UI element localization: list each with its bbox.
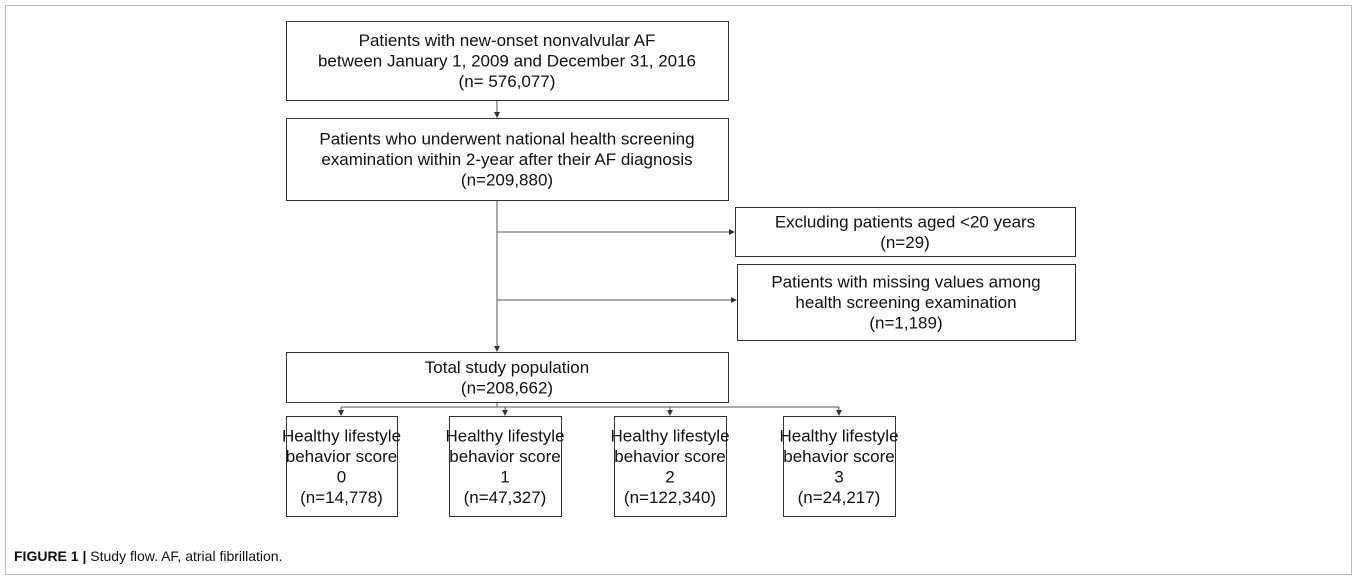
box-text: examination within 2-year after their AF… <box>321 150 692 169</box>
flow-box: Patients who underwent national health s… <box>286 118 729 201</box>
box-text: (n=122,340) <box>624 488 716 507</box>
box <box>286 21 729 101</box>
box-text: Healthy lifestyle <box>779 426 898 445</box>
box-text: behavior score <box>614 447 726 466</box>
box <box>449 416 562 517</box>
box-text: Patients with missing values among <box>771 273 1040 292</box>
connectors <box>338 100 842 416</box>
box-text: Patients who underwent national health s… <box>319 130 694 149</box>
box-text: 0 <box>337 467 346 486</box>
box <box>737 264 1076 341</box>
box-text: (n=209,880) <box>461 171 553 190</box>
box-text: 3 <box>834 467 843 486</box>
flow-box: Excluding patients aged <20 years (n=29) <box>735 207 1076 257</box>
caption: FIGURE 1 | Study flow. AF, atrial fibril… <box>14 548 282 564</box>
box-text: (n=29) <box>880 233 930 252</box>
box-text: Total study population <box>425 358 589 377</box>
box <box>735 207 1076 257</box>
box-text: Patients with new-onset nonvalvular AF <box>359 31 656 50</box>
flow-box: Total study population(n=208,662) <box>286 352 729 403</box>
box-text: behavior score <box>286 447 398 466</box>
box-text: Excluding patients aged <20 years <box>775 212 1035 231</box>
caption-text: Study flow. AF, atrial fibrillation. <box>90 548 282 564</box>
box <box>783 416 896 517</box>
box-text: (n= 576,077) <box>459 72 556 91</box>
box-text: (n=47,327) <box>464 488 547 507</box>
flow-box: Patients with new-onset nonvalvular AF be… <box>286 21 729 101</box>
box <box>286 416 398 517</box>
box-text: 2 <box>665 467 674 486</box>
box-text: 1 <box>500 467 509 486</box>
box-text: (n=14,778) <box>300 488 383 507</box>
box-text: behavior score <box>449 447 561 466</box>
box-text: Healthy lifestyle <box>282 426 401 445</box>
box <box>286 118 729 201</box>
box-text: Healthy lifestyle <box>445 426 564 445</box>
box-text: (n=24,217) <box>798 488 881 507</box>
box-text: behavior score <box>783 447 895 466</box>
box-text: Healthy lifestyle <box>610 426 729 445</box>
box <box>614 416 727 517</box>
caption-label: FIGURE 1 | <box>14 548 86 564</box>
box-text: between January 1, 2009 and December 31,… <box>318 52 696 71</box>
frame <box>5 5 1352 575</box>
box-text: (n=208,662) <box>461 378 553 397</box>
flow-box: Patients with missing values amonghealth… <box>737 264 1076 341</box>
box-text: (n=1,189) <box>869 314 942 333</box>
box <box>286 352 729 403</box>
box-text: health screening examination <box>795 293 1016 312</box>
